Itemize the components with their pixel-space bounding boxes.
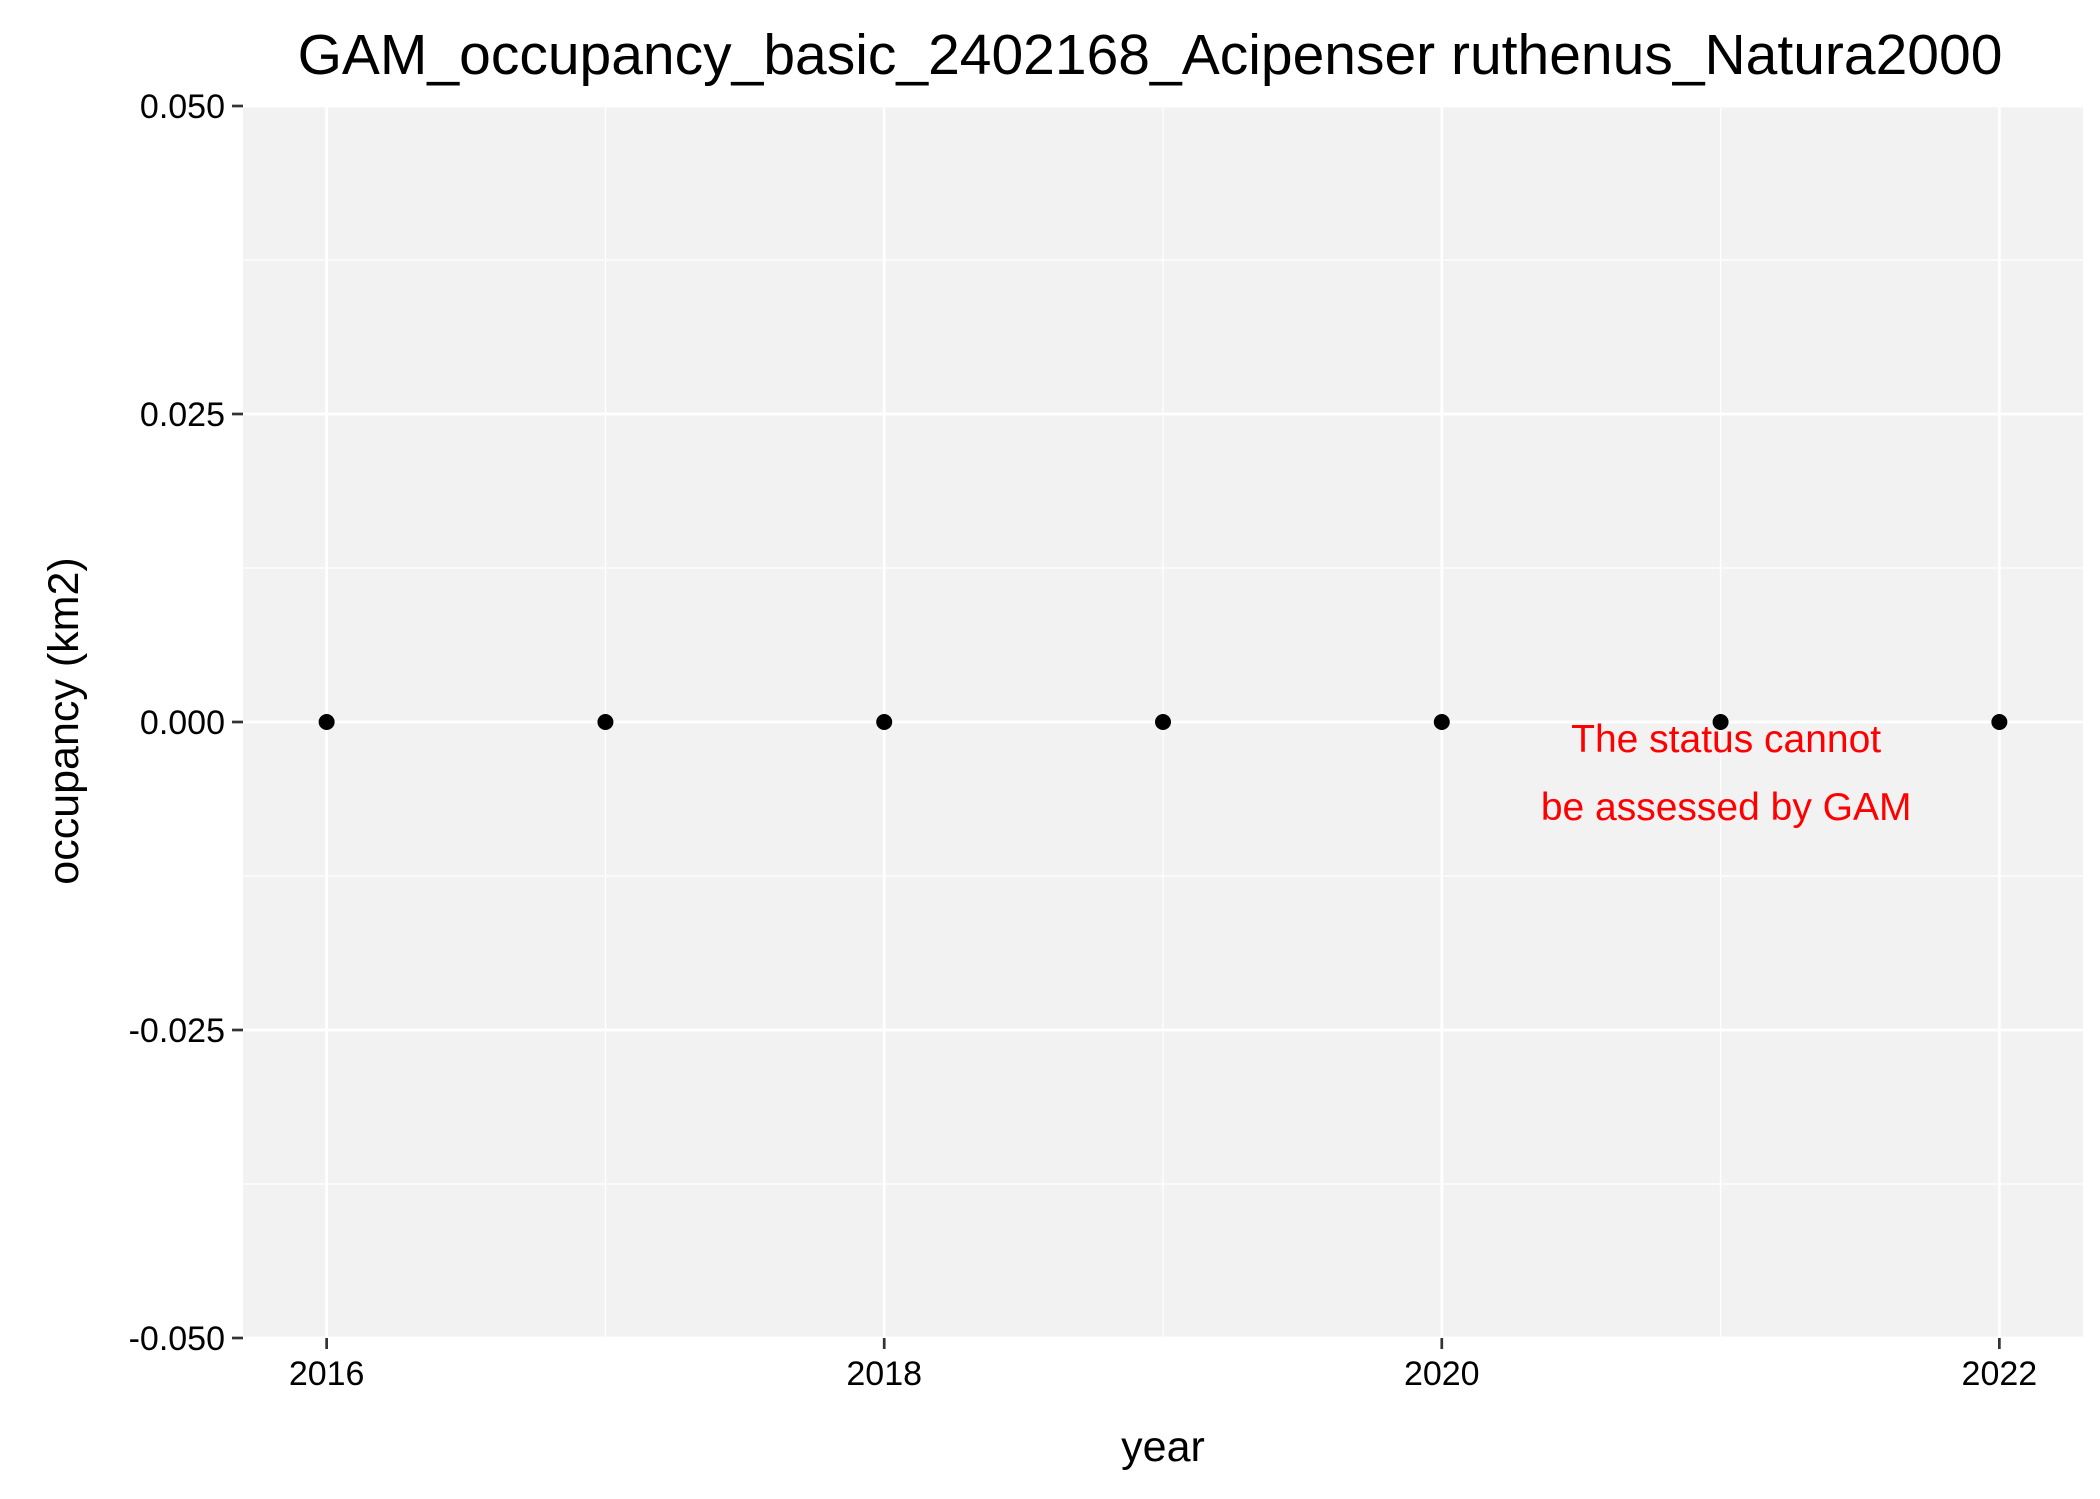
- x-tick-label: 2018: [846, 1355, 922, 1393]
- data-point: [318, 714, 335, 730]
- x-axis-title: year: [1121, 1423, 1205, 1471]
- y-tick-label: -0.050: [129, 1320, 225, 1358]
- y-axis: -0.050 -0.025 0.000 0.025 0.050: [129, 88, 243, 1358]
- data-points: [318, 714, 2008, 730]
- y-tick-label: 0.000: [140, 704, 225, 742]
- data-point: [1155, 714, 1171, 730]
- data-point: [597, 714, 614, 730]
- x-axis: 2016 2018 2020 2022: [289, 1338, 2037, 1393]
- annotation-line: The status cannot: [1571, 718, 1881, 761]
- data-point: [1991, 714, 2008, 730]
- y-axis-title: occupancy (km2): [40, 557, 88, 884]
- annotation-line: be assessed by GAM: [1541, 786, 1912, 829]
- data-point: [1433, 714, 1450, 730]
- x-tick-label: 2016: [289, 1355, 365, 1393]
- data-point: [876, 714, 893, 730]
- y-tick-label: -0.025: [129, 1012, 225, 1050]
- y-tick-label: 0.025: [140, 396, 225, 434]
- status-annotation: The status cannot be assessed by GAM: [1541, 718, 1912, 829]
- data-point: [1712, 714, 1729, 730]
- x-tick-label: 2020: [1404, 1355, 1480, 1393]
- chart-title: GAM_occupancy_basic_2402168_Acipenser ru…: [298, 23, 2003, 87]
- x-tick-label: 2022: [1962, 1355, 2038, 1393]
- y-tick-label: 0.050: [140, 88, 225, 126]
